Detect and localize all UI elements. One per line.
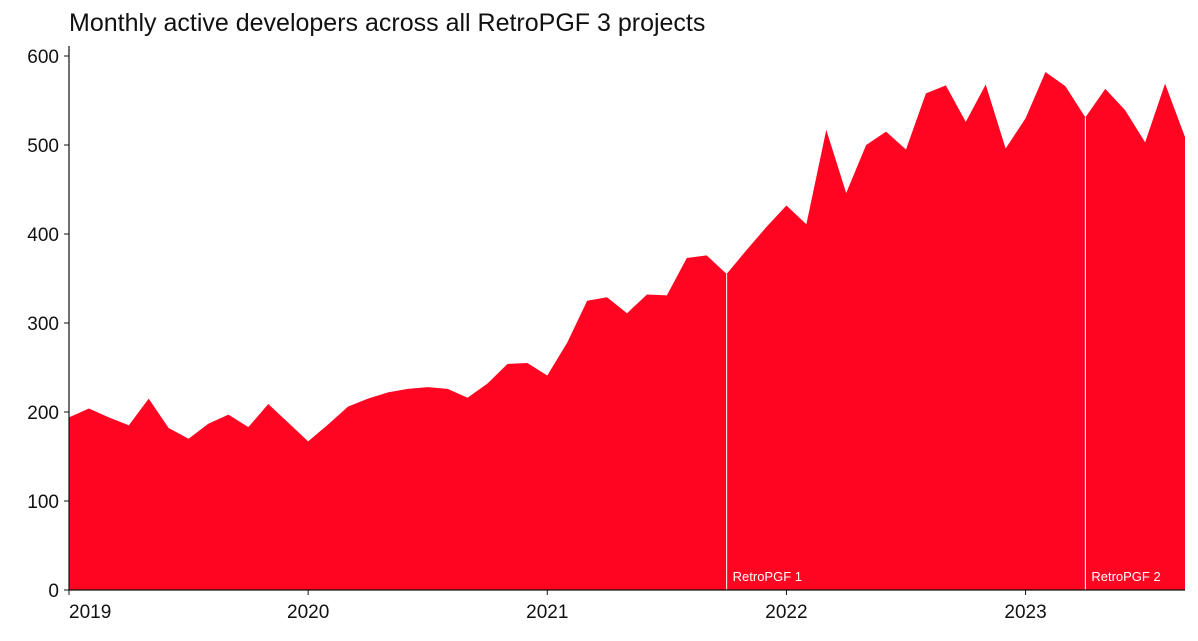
x-tick-label-2020: 2020 [287,602,329,623]
area-layer [69,72,1185,590]
event-label-0: RetroPGF 1 [733,569,802,584]
x-tick-label-2019: 2019 [69,602,111,623]
y-tick-label-0: 0 [48,581,59,602]
y-tick-label-100: 100 [27,492,59,513]
y-tick-label-600: 600 [27,47,59,68]
axis-layer: 0 100 200 300 400 500 600 2019 2020 2021 2022 2023 [27,46,1185,623]
x-tick-label-2021: 2021 [526,602,568,623]
y-tick-label-400: 400 [27,225,59,246]
area-series-0 [69,72,1185,590]
x-tick-label-2022: 2022 [765,602,807,623]
annotation-layer: RetroPGF 1 RetroPGF 2 [726,117,1161,590]
y-tick-label-300: 300 [27,314,59,335]
x-tick-label-2023: 2023 [1004,602,1046,623]
chart-title: Monthly active developers across all Ret… [69,9,706,37]
y-tick-label-500: 500 [27,136,59,157]
event-label-1: RetroPGF 2 [1091,569,1160,584]
y-tick-label-200: 200 [27,403,59,424]
